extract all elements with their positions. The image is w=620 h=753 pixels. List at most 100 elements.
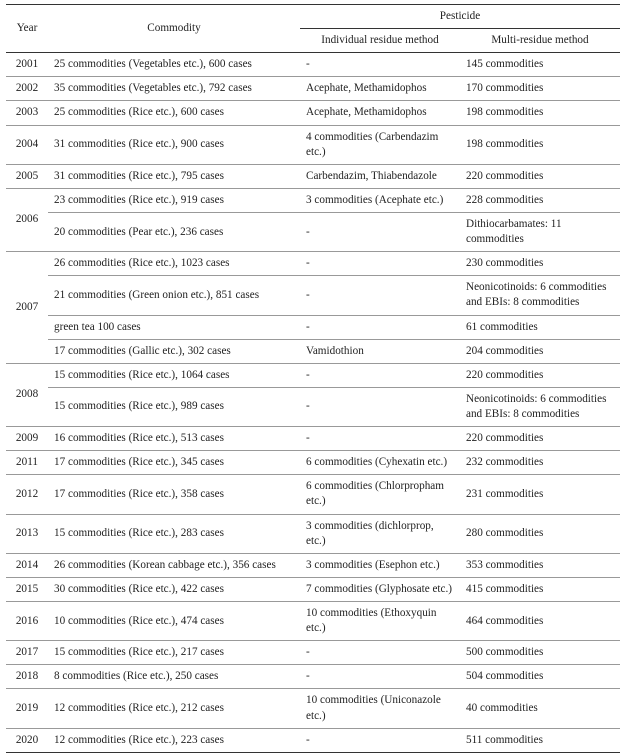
- cell-commodity: 30 commodities (Rice etc.), 422 cases: [48, 577, 300, 601]
- cell-individual: -: [300, 641, 460, 665]
- cell-year: 2006: [6, 188, 48, 251]
- cell-multi: 231 commodities: [460, 475, 620, 514]
- cell-individual: 6 commodities (Chlorpropham etc.): [300, 475, 460, 514]
- cell-multi: 353 commodities: [460, 553, 620, 577]
- cell-individual: -: [300, 53, 460, 77]
- cell-multi: 500 commodities: [460, 641, 620, 665]
- cell-multi: 504 commodities: [460, 665, 620, 689]
- cell-individual: 10 commodities (Uniconazole etc.): [300, 689, 460, 728]
- cell-year: 2013: [6, 514, 48, 553]
- cell-multi: 198 commodities: [460, 125, 620, 164]
- cell-multi: 170 commodities: [460, 77, 620, 101]
- cell-individual: -: [300, 427, 460, 451]
- cell-multi: 145 commodities: [460, 53, 620, 77]
- cell-multi: 220 commodities: [460, 363, 620, 387]
- table-row: 201912 commodities (Rice etc.), 212 case…: [6, 689, 620, 728]
- cell-individual: 7 commodities (Glyphosate etc.): [300, 577, 460, 601]
- cell-year: 2016: [6, 601, 48, 640]
- cell-commodity: 15 commodities (Rice etc.), 217 cases: [48, 641, 300, 665]
- table-row: 21 commodities (Green onion etc.), 851 c…: [6, 276, 620, 315]
- cell-multi: Neonicotinoids: 6 commodities and EBIs: …: [460, 387, 620, 426]
- cell-year: 2011: [6, 451, 48, 475]
- table-row: 15 commodities (Rice etc.), 989 cases-Ne…: [6, 387, 620, 426]
- cell-multi: 280 commodities: [460, 514, 620, 553]
- cell-commodity: 26 commodities (Korean cabbage etc.), 35…: [48, 553, 300, 577]
- cell-year: 2015: [6, 577, 48, 601]
- table-row: 20 commodities (Pear etc.), 236 cases-Di…: [6, 212, 620, 251]
- table-row: 201117 commodities (Rice etc.), 345 case…: [6, 451, 620, 475]
- col-header-commodity: Commodity: [48, 5, 300, 53]
- table-row: 200235 commodities (Vegetables etc.), 79…: [6, 77, 620, 101]
- table-row: 200431 commodities (Rice etc.), 900 case…: [6, 125, 620, 164]
- cell-multi: 198 commodities: [460, 101, 620, 125]
- cell-commodity: 12 commodities (Rice etc.), 223 cases: [48, 728, 300, 752]
- cell-individual: -: [300, 363, 460, 387]
- cell-year: 2008: [6, 363, 48, 426]
- col-header-individual: Individual residue method: [300, 29, 460, 53]
- cell-commodity: 15 commodities (Rice etc.), 1064 cases: [48, 363, 300, 387]
- cell-commodity: 20 commodities (Pear etc.), 236 cases: [48, 212, 300, 251]
- cell-year: 2009: [6, 427, 48, 451]
- cell-individual: 3 commodities (Acephate etc.): [300, 188, 460, 212]
- pesticide-table: Year Commodity Pesticide Individual resi…: [6, 4, 620, 753]
- table-row: 201315 commodities (Rice etc.), 283 case…: [6, 514, 620, 553]
- table-header: Year Commodity Pesticide Individual resi…: [6, 5, 620, 53]
- cell-multi: 61 commodities: [460, 315, 620, 339]
- cell-commodity: 21 commodities (Green onion etc.), 851 c…: [48, 276, 300, 315]
- cell-individual: -: [300, 252, 460, 276]
- cell-individual: 3 commodities (dichlorprop, etc.): [300, 514, 460, 553]
- cell-multi: 230 commodities: [460, 252, 620, 276]
- cell-multi: 220 commodities: [460, 427, 620, 451]
- cell-individual: 3 commodities (Esephon etc.): [300, 553, 460, 577]
- cell-commodity: 12 commodities (Rice etc.), 212 cases: [48, 689, 300, 728]
- col-header-pesticide: Pesticide: [300, 5, 620, 29]
- cell-multi: 40 commodities: [460, 689, 620, 728]
- cell-commodity: 16 commodities (Rice etc.), 513 cases: [48, 427, 300, 451]
- table-row: 200531 commodities (Rice etc.), 795 case…: [6, 164, 620, 188]
- cell-year: 2019: [6, 689, 48, 728]
- cell-multi: 204 commodities: [460, 339, 620, 363]
- cell-multi: 415 commodities: [460, 577, 620, 601]
- table-row: 201715 commodities (Rice etc.), 217 case…: [6, 641, 620, 665]
- cell-commodity: 17 commodities (Rice etc.), 345 cases: [48, 451, 300, 475]
- cell-commodity: 35 commodities (Vegetables etc.), 792 ca…: [48, 77, 300, 101]
- cell-individual: -: [300, 276, 460, 315]
- cell-year: 2017: [6, 641, 48, 665]
- cell-year: 2002: [6, 77, 48, 101]
- table-row: 17 commodities (Gallic etc.), 302 casesV…: [6, 339, 620, 363]
- cell-year: 2005: [6, 164, 48, 188]
- cell-individual: -: [300, 212, 460, 251]
- cell-individual: Acephate, Methamidophos: [300, 77, 460, 101]
- cell-year: 2014: [6, 553, 48, 577]
- cell-multi: 228 commodities: [460, 188, 620, 212]
- table-body: 200125 commodities (Vegetables etc.), 60…: [6, 53, 620, 753]
- table-row: 20188 commodities (Rice etc.), 250 cases…: [6, 665, 620, 689]
- table-row: 200916 commodities (Rice etc.), 513 case…: [6, 427, 620, 451]
- cell-year: 2004: [6, 125, 48, 164]
- col-header-multi: Multi-residue method: [460, 29, 620, 53]
- cell-multi: Dithiocarbamates: 11 commodities: [460, 212, 620, 251]
- cell-commodity: 10 commodities (Rice etc.), 474 cases: [48, 601, 300, 640]
- col-header-year: Year: [6, 5, 48, 53]
- table-row: 200623 commodities (Rice etc.), 919 case…: [6, 188, 620, 212]
- cell-commodity: 26 commodities (Rice etc.), 1023 cases: [48, 252, 300, 276]
- cell-individual: -: [300, 315, 460, 339]
- cell-commodity: 8 commodities (Rice etc.), 250 cases: [48, 665, 300, 689]
- cell-individual: Acephate, Methamidophos: [300, 101, 460, 125]
- table-row: 201530 commodities (Rice etc.), 422 case…: [6, 577, 620, 601]
- cell-multi: 464 commodities: [460, 601, 620, 640]
- cell-individual: Carbendazim, Thiabendazole: [300, 164, 460, 188]
- cell-commodity: 17 commodities (Gallic etc.), 302 cases: [48, 339, 300, 363]
- table-row: 201426 commodities (Korean cabbage etc.)…: [6, 553, 620, 577]
- cell-multi: 232 commodities: [460, 451, 620, 475]
- table-row: 200125 commodities (Vegetables etc.), 60…: [6, 53, 620, 77]
- cell-individual: -: [300, 728, 460, 752]
- table-row: green tea 100 cases-61 commodities: [6, 315, 620, 339]
- page-container: { "table": { "type": "table", "backgroun…: [0, 0, 620, 700]
- cell-year: 2003: [6, 101, 48, 125]
- cell-year: 2001: [6, 53, 48, 77]
- table-row: 200726 commodities (Rice etc.), 1023 cas…: [6, 252, 620, 276]
- cell-individual: 6 commodities (Cyhexatin etc.): [300, 451, 460, 475]
- table-row: 201217 commodities (Rice etc.), 358 case…: [6, 475, 620, 514]
- cell-commodity: 31 commodities (Rice etc.), 795 cases: [48, 164, 300, 188]
